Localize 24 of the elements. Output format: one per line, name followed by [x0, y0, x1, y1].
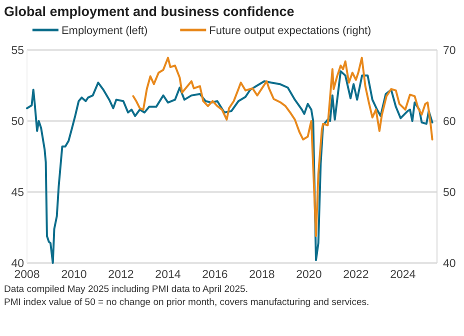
x-tick-label: 2020	[296, 269, 322, 281]
y2-tick-label: 50	[443, 187, 456, 199]
y-tick-label: 55	[11, 45, 24, 57]
legend-label: Employment (left)	[61, 25, 148, 37]
text: Data compiled May 2025 including PMI data to April 2025.	[4, 284, 248, 295]
x-tick-label: 2022	[343, 269, 369, 281]
x-tick-label: 2014	[155, 269, 182, 281]
x-tick-label: 2024	[390, 269, 416, 281]
line-series	[132, 56, 434, 238]
legend-label: Future output expectations (right)	[209, 25, 372, 37]
y2-tick-label: 70	[443, 45, 456, 57]
x-tick-label: 2010	[61, 269, 87, 281]
x-tick-label: 2016	[202, 269, 228, 281]
chart-title: Global employment and business confidence	[4, 4, 295, 19]
x-tick-label: 2012	[108, 269, 134, 281]
y2-tick-label: 40	[443, 258, 456, 270]
y-tick-label: 45	[11, 187, 24, 199]
y-tick-label: 50	[11, 116, 24, 128]
x-tick-label: 2018	[249, 269, 275, 281]
y2-tick-label: 60	[443, 116, 456, 128]
line-series	[26, 70, 434, 264]
text: PMI index value of 50 = no change on prior month, covers manufacturing and services.	[4, 297, 370, 308]
x-tick-label: 2008	[14, 269, 40, 281]
y-tick-label: 40	[11, 258, 24, 270]
